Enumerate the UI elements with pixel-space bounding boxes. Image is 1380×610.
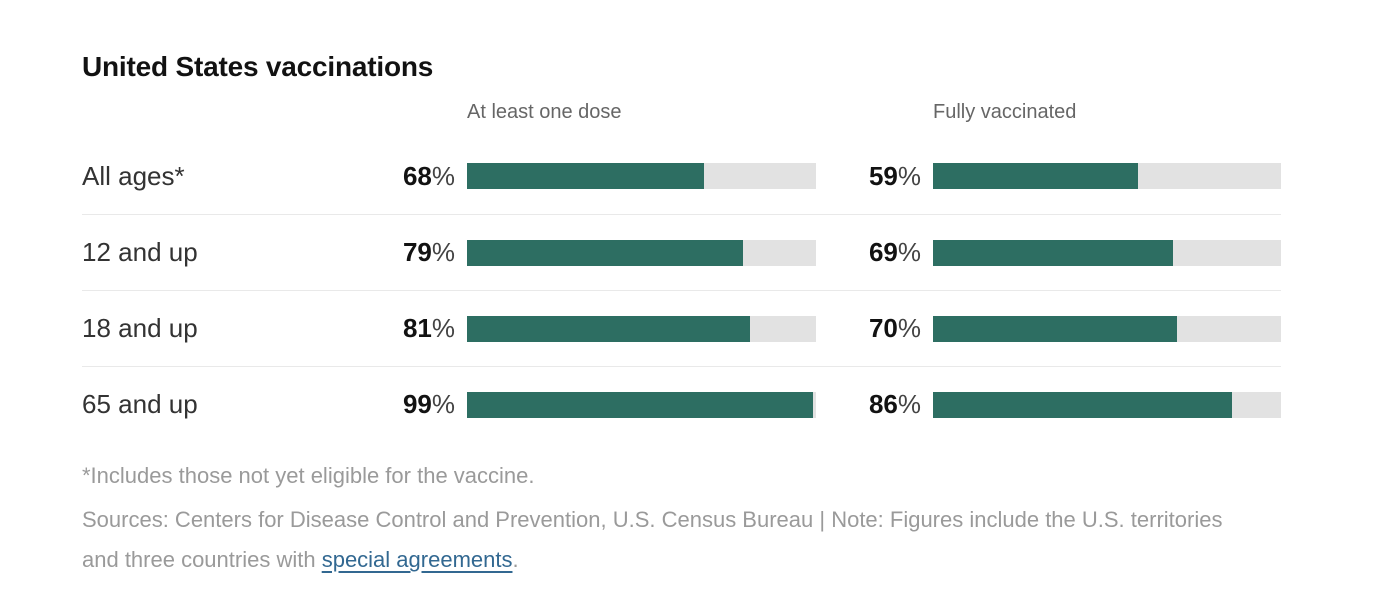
row-label: All ages* <box>82 160 185 191</box>
fully-vaccinated-bar-track <box>933 239 1281 266</box>
row-label: 65 and up <box>82 389 198 419</box>
one-dose-bar-fill <box>467 391 813 418</box>
table-row-65-and-up: 65 and up 99% 86% <box>82 366 1281 442</box>
one-dose-bar-track <box>467 163 816 189</box>
one-dose-value: 68% <box>402 160 455 191</box>
table-row-12-and-up: 12 and up 79% 69% <box>82 214 1281 290</box>
fully-vaccinated-bar-fill <box>933 315 1177 342</box>
sources-text: Sources: Centers for Disease Control and… <box>82 507 1223 572</box>
fully-vaccinated-bar-track <box>933 163 1281 189</box>
fully-vaccinated-bar-fill <box>933 163 1139 189</box>
fully-vaccinated-value: 69% <box>868 237 921 267</box>
one-dose-bar-fill <box>467 315 750 342</box>
one-dose-value: 79% <box>402 237 455 267</box>
footnote: *Includes those not yet eligible for the… <box>82 463 535 488</box>
table-row-all-ages: All ages* 68% 59% <box>82 138 1281 214</box>
vaccination-chart: United States vaccinations At least one … <box>82 51 1281 580</box>
fully-vaccinated-bar-fill <box>933 239 1174 266</box>
column-header-row: At least one dose Fully vaccinated <box>82 100 1281 124</box>
one-dose-value: 81% <box>402 313 455 343</box>
special-agreements-link[interactable]: special agreements <box>321 547 513 572</box>
column-header-fully-vaccinated: Fully vaccinated <box>933 101 1077 123</box>
page-title: United States vaccinations <box>82 51 434 82</box>
column-header-one-dose: At least one dose <box>467 101 622 123</box>
row-label: 18 and up <box>82 313 198 343</box>
one-dose-bar-fill <box>467 163 705 189</box>
one-dose-bar-fill <box>467 239 743 266</box>
chart-rows: All ages* 68% 59% 12 and up 79% 69% 18 a… <box>82 138 1281 442</box>
sources-suffix: . <box>512 547 519 572</box>
fully-vaccinated-bar-track <box>933 315 1281 342</box>
fully-vaccinated-value: 70% <box>868 313 921 343</box>
one-dose-bar-track <box>467 315 816 342</box>
one-dose-value: 99% <box>402 389 455 419</box>
row-label: 12 and up <box>82 237 198 267</box>
table-row-18-and-up: 18 and up 81% 70% <box>82 290 1281 366</box>
fully-vaccinated-bar-fill <box>933 391 1233 418</box>
fully-vaccinated-value: 86% <box>868 389 921 419</box>
one-dose-bar-track <box>467 391 816 418</box>
one-dose-bar-track <box>467 239 816 266</box>
fully-vaccinated-bar-track <box>933 391 1281 418</box>
fully-vaccinated-value: 59% <box>868 160 921 191</box>
sources-note: Sources: Centers for Disease Control and… <box>82 500 1242 580</box>
